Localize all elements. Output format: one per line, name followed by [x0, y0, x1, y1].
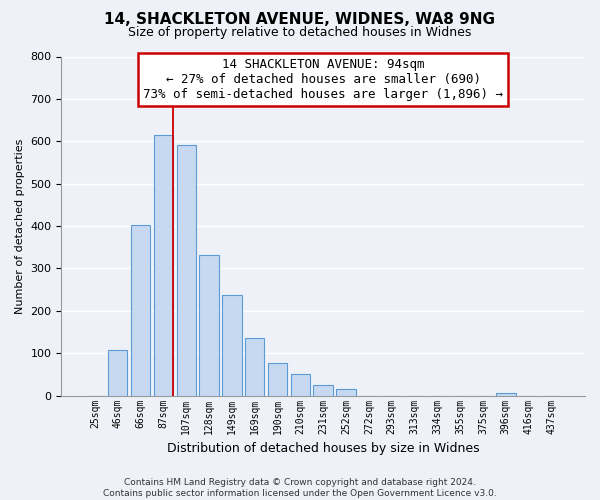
Bar — [313, 385, 333, 396]
Text: 14, SHACKLETON AVENUE, WIDNES, WA8 9NG: 14, SHACKLETON AVENUE, WIDNES, WA8 9NG — [104, 12, 496, 28]
Y-axis label: Number of detached properties: Number of detached properties — [15, 138, 25, 314]
Text: 14 SHACKLETON AVENUE: 94sqm
← 27% of detached houses are smaller (690)
73% of se: 14 SHACKLETON AVENUE: 94sqm ← 27% of det… — [143, 58, 503, 101]
Bar — [222, 295, 242, 396]
Bar — [268, 364, 287, 396]
Bar — [199, 255, 219, 396]
Text: Contains HM Land Registry data © Crown copyright and database right 2024.
Contai: Contains HM Land Registry data © Crown c… — [103, 478, 497, 498]
Bar — [290, 374, 310, 396]
Text: Size of property relative to detached houses in Widnes: Size of property relative to detached ho… — [128, 26, 472, 39]
Bar — [245, 338, 265, 396]
X-axis label: Distribution of detached houses by size in Widnes: Distribution of detached houses by size … — [167, 442, 479, 455]
Bar — [176, 145, 196, 396]
Bar — [496, 392, 515, 396]
Bar — [131, 225, 150, 396]
Bar — [337, 390, 356, 396]
Bar — [108, 350, 127, 396]
Bar — [154, 134, 173, 396]
